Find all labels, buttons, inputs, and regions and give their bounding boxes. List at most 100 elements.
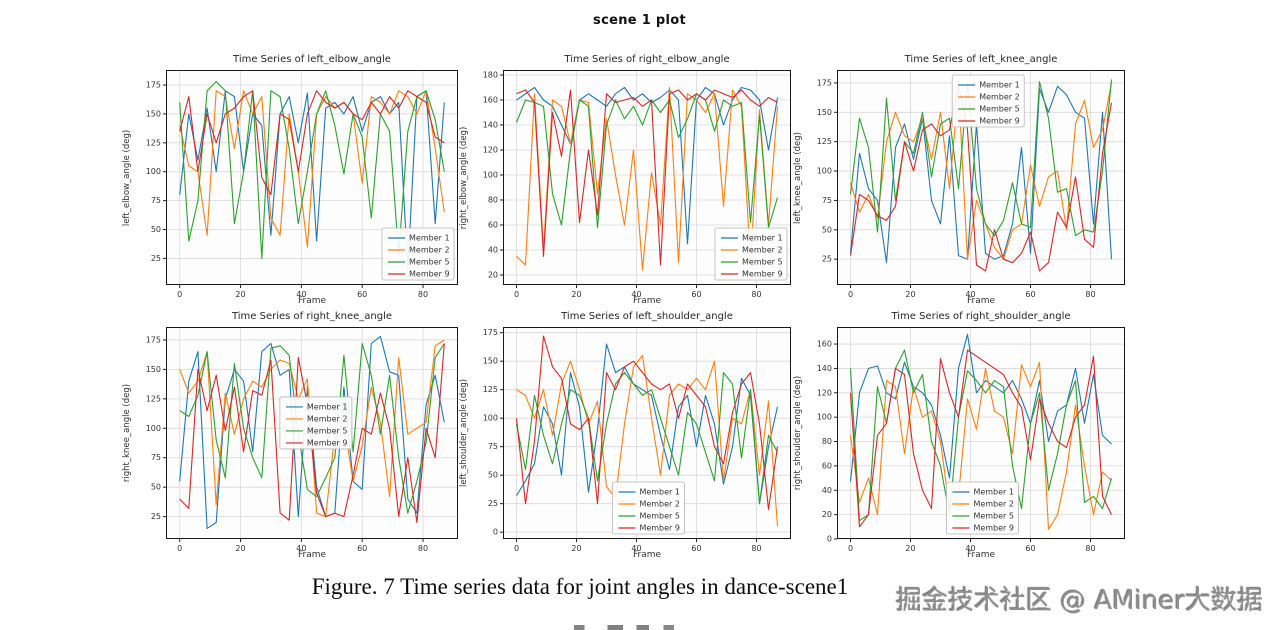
svg-text:25: 25 [488, 499, 498, 508]
svg-text:80: 80 [488, 196, 498, 205]
svg-text:60: 60 [357, 290, 367, 299]
svg-text:25: 25 [151, 512, 161, 521]
svg-text:20: 20 [571, 544, 581, 553]
svg-text:125: 125 [483, 385, 498, 394]
svg-text:80: 80 [1085, 290, 1095, 299]
subplot-left-elbow-angle: Time Series of left_elbow_angle left_elb… [122, 54, 458, 306]
y-axis-label: left_elbow_angle (deg) [122, 129, 132, 226]
svg-text:150: 150 [146, 109, 161, 118]
svg-text:Member 5: Member 5 [973, 512, 1014, 521]
svg-text:0: 0 [177, 544, 182, 553]
svg-text:20: 20 [571, 290, 581, 299]
svg-text:Member 5: Member 5 [979, 105, 1020, 114]
svg-text:80: 80 [751, 544, 761, 553]
svg-text:40: 40 [631, 290, 641, 299]
subplot-title: Time Series of left_elbow_angle [233, 54, 391, 65]
svg-text:80: 80 [822, 437, 832, 446]
svg-text:20: 20 [235, 290, 245, 299]
svg-text:Member 5: Member 5 [639, 512, 680, 521]
subplot-title: Time Series of right_elbow_angle [564, 54, 730, 65]
svg-text:40: 40 [631, 544, 641, 553]
svg-text:80: 80 [418, 290, 428, 299]
svg-text:125: 125 [146, 138, 161, 147]
svg-text:20: 20 [235, 544, 245, 553]
svg-text:20: 20 [905, 290, 915, 299]
svg-text:Member 1: Member 1 [973, 488, 1014, 497]
subplot-right-shoulder-angle: Time Series of right_shoulder_angle righ… [793, 311, 1125, 560]
legend: Member 1 Member 2 Member 5 Member 9 [612, 481, 685, 535]
svg-text:75: 75 [488, 442, 498, 451]
svg-text:50: 50 [822, 225, 832, 234]
svg-text:175: 175 [483, 328, 498, 337]
svg-text:160: 160 [483, 96, 498, 105]
svg-text:175: 175 [146, 335, 161, 344]
svg-text:60: 60 [822, 461, 832, 470]
svg-text:60: 60 [1025, 544, 1035, 553]
legend: Member 1 Member 2 Member 5 Member 9 [714, 227, 788, 281]
subplot-title: Time Series of right_shoulder_angle [891, 311, 1071, 322]
svg-text:0: 0 [493, 528, 498, 537]
subplot-right-knee-angle: Time Series of right_knee_angle right_kn… [122, 311, 458, 560]
subplot-right-elbow-angle: Time Series of right_elbow_angle right_e… [459, 54, 791, 306]
svg-text:40: 40 [822, 486, 832, 495]
svg-text:Member 1: Member 1 [742, 234, 783, 243]
svg-text:150: 150 [817, 108, 832, 117]
svg-text:0: 0 [514, 290, 519, 299]
svg-text:0: 0 [848, 544, 853, 553]
legend: Member 1 Member 2 Member 5 Member 9 [381, 227, 455, 281]
svg-text:Member 2: Member 2 [639, 500, 680, 509]
cropped-content-fragment [574, 625, 678, 630]
svg-text:Member 9: Member 9 [307, 438, 348, 447]
svg-text:50: 50 [151, 483, 161, 492]
svg-text:100: 100 [483, 171, 498, 180]
svg-text:Member 9: Member 9 [742, 270, 783, 279]
svg-text:120: 120 [483, 146, 498, 155]
svg-text:0: 0 [827, 535, 832, 544]
legend: Member 1 Member 2 Member 5 Member 9 [279, 396, 353, 450]
svg-text:175: 175 [146, 81, 161, 90]
y-axis-label: left_shoulder_angle (deg) [459, 378, 469, 488]
svg-text:20: 20 [905, 544, 915, 553]
subplot-left-shoulder-angle: Time Series of left_shoulder_angle left_… [459, 311, 791, 560]
svg-text:25: 25 [151, 254, 161, 263]
y-axis-label: right_knee_angle (deg) [122, 383, 132, 483]
svg-text:Member 2: Member 2 [409, 246, 450, 255]
svg-text:Member 2: Member 2 [973, 500, 1014, 509]
svg-text:Member 1: Member 1 [639, 488, 680, 497]
svg-text:80: 80 [751, 290, 761, 299]
svg-text:175: 175 [817, 78, 832, 87]
svg-text:40: 40 [488, 246, 498, 255]
x-axis-label: Frame [297, 296, 327, 306]
svg-text:160: 160 [817, 340, 832, 349]
svg-text:100: 100 [146, 167, 161, 176]
svg-text:125: 125 [146, 394, 161, 403]
svg-text:40: 40 [965, 544, 975, 553]
svg-text:80: 80 [418, 544, 428, 553]
svg-text:120: 120 [817, 388, 832, 397]
svg-text:Member 1: Member 1 [307, 402, 348, 411]
svg-text:40: 40 [965, 290, 975, 299]
subplot-left-knee-angle: Time Series of left_knee_angle left_knee… [793, 54, 1125, 306]
x-axis-label: Frame [632, 550, 662, 560]
x-axis-label: Frame [966, 296, 996, 306]
svg-text:75: 75 [151, 196, 161, 205]
svg-text:50: 50 [488, 471, 498, 480]
svg-text:100: 100 [483, 414, 498, 423]
x-axis-label: Frame [632, 296, 662, 306]
svg-text:25: 25 [822, 255, 832, 264]
subplot-title: Time Series of left_shoulder_angle [561, 311, 733, 322]
svg-text:Member 1: Member 1 [409, 234, 450, 243]
svg-text:0: 0 [848, 290, 853, 299]
svg-text:75: 75 [822, 196, 832, 205]
svg-text:100: 100 [817, 413, 832, 422]
subplot-title: Time Series of right_knee_angle [231, 311, 393, 322]
svg-text:Member 9: Member 9 [973, 524, 1014, 533]
svg-text:180: 180 [483, 71, 498, 80]
svg-text:Member 9: Member 9 [639, 524, 680, 533]
y-axis-label: right_elbow_angle (deg) [459, 126, 469, 229]
